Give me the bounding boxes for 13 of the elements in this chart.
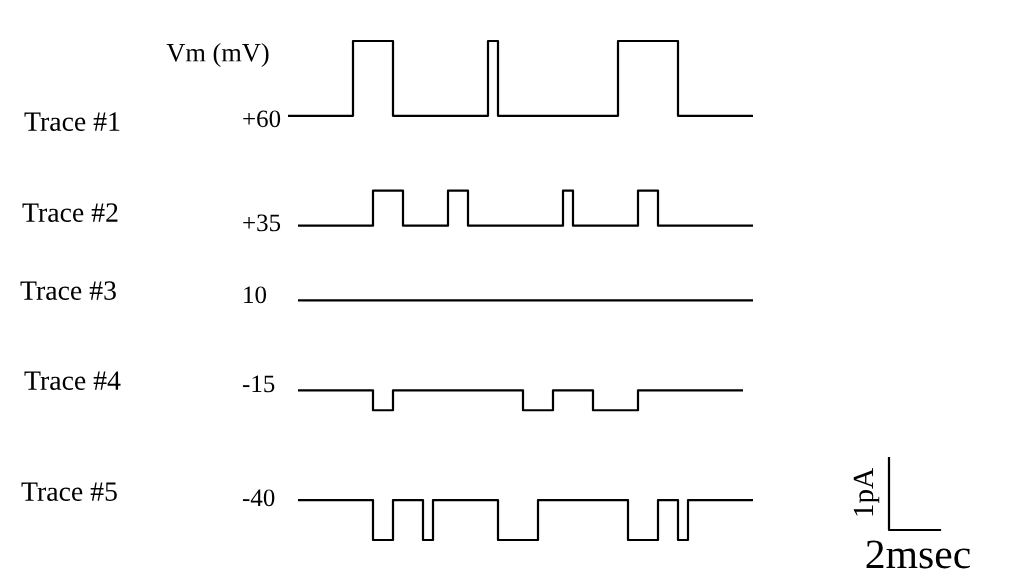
text: Trace #4	[24, 371, 121, 390]
text: +60	[243, 110, 281, 128]
text: Trace #2	[22, 203, 118, 222]
text: Trace #3	[20, 281, 116, 300]
y-axis-title: Vm (mV)	[166, 43, 269, 67]
text: Trace #5	[21, 482, 117, 501]
text: -40	[242, 489, 275, 507]
text: 10	[244, 286, 267, 304]
text: Trace #1	[24, 112, 120, 131]
text: 1pA	[853, 468, 880, 516]
text: 2msec	[866, 540, 970, 569]
text: +35	[243, 214, 281, 232]
text: -15	[242, 375, 275, 393]
